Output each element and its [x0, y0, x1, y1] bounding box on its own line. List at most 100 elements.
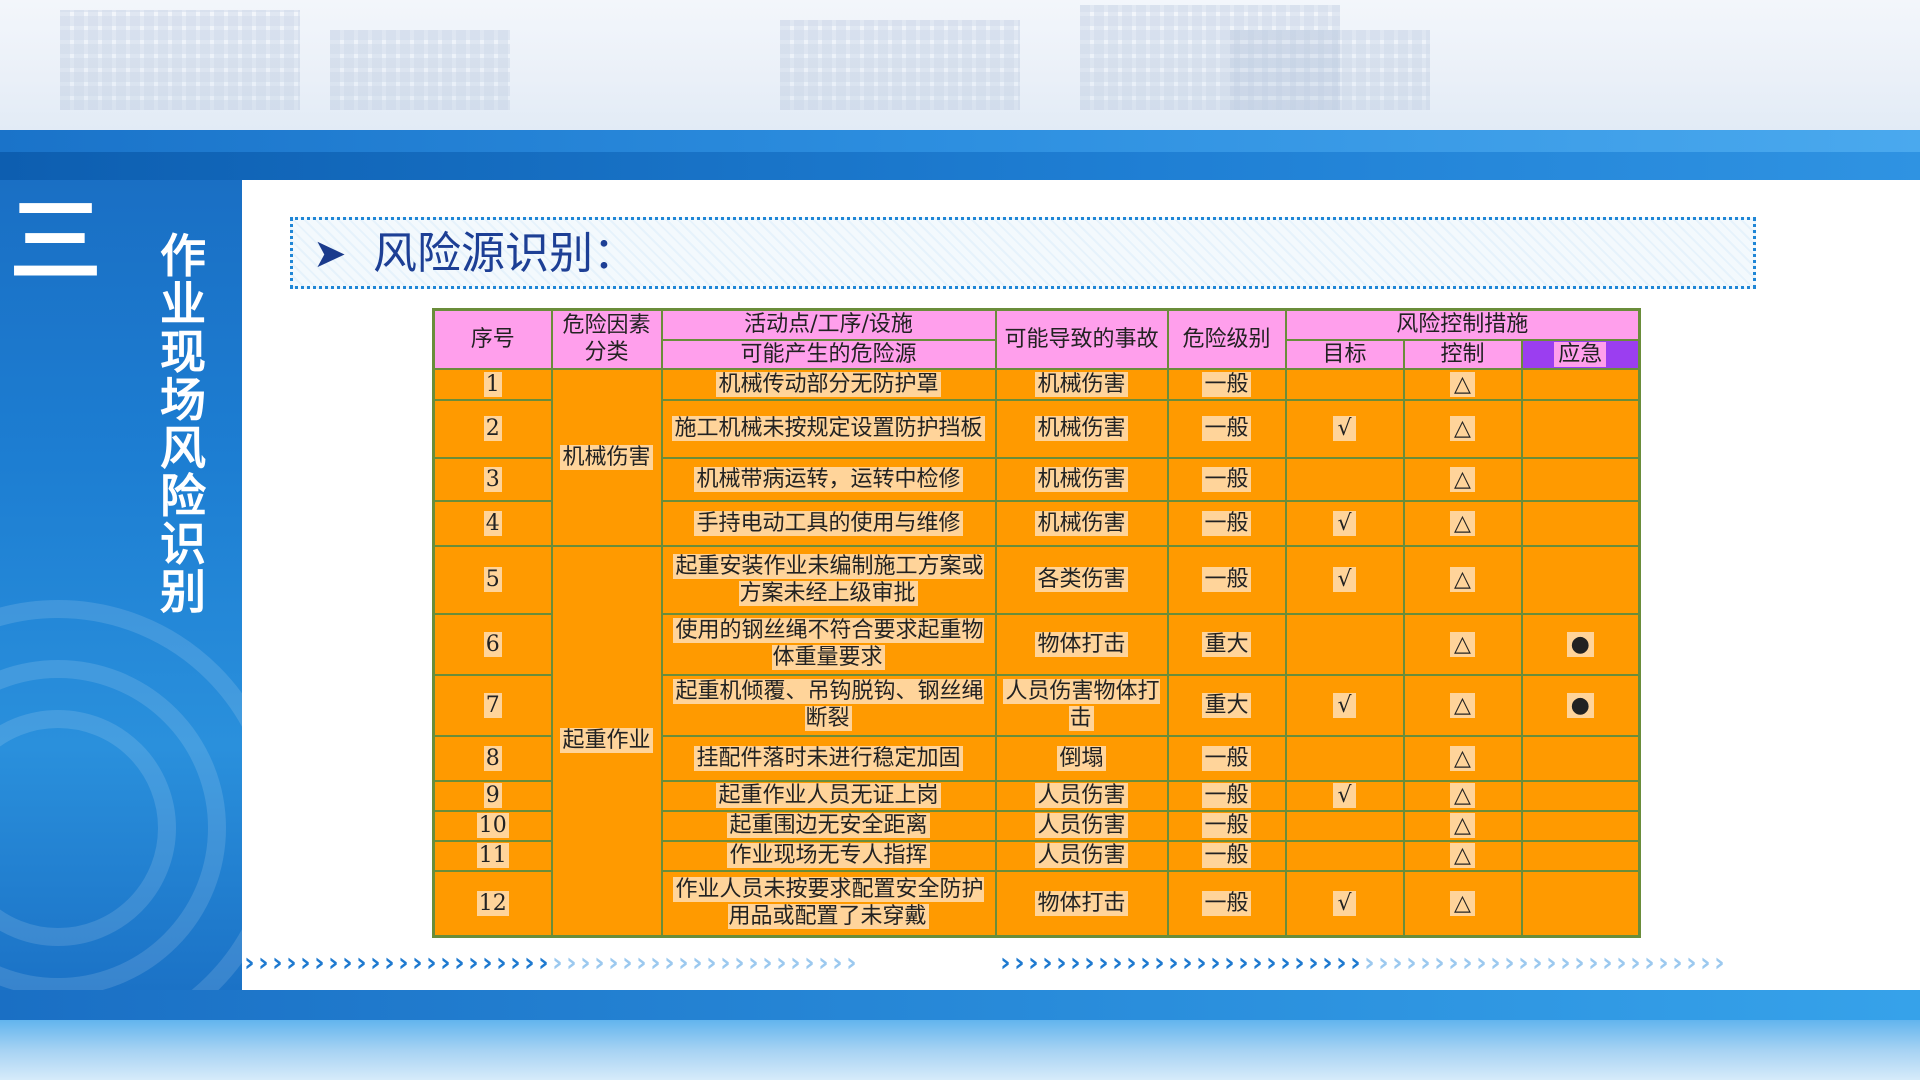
- table-row: 7 起重机倾覆、吊钩脱钩、钢丝绳断裂 人员伤害物体打击 重大 √ △ ●: [432, 673, 1641, 737]
- chevron-icon: ›: [1098, 948, 1109, 978]
- level-value: 一般: [1202, 371, 1251, 397]
- chevron-icon: ›: [1182, 948, 1193, 978]
- decorative-pixel-pattern: [330, 30, 510, 110]
- cell-seq: 6: [432, 612, 553, 676]
- cell-category-lifting: 起重作业: [550, 544, 663, 938]
- chevron-icon: ›: [1448, 948, 1459, 978]
- chevron-decoration: › › › › › › › › › › › › › › › › › › › › › › › › › › › › › › › › › › › › › › › ›…: [244, 950, 858, 978]
- cell-emergency: [1520, 779, 1641, 812]
- cell-hazard: 作业现场无专人指挥: [660, 839, 997, 872]
- cell-target: √: [1284, 673, 1405, 737]
- chevron-icon: ›: [804, 948, 815, 978]
- cell-target: [1284, 839, 1405, 872]
- cell-control: △: [1402, 499, 1523, 547]
- hazard-value: 起重机倾覆、吊钩脱钩、钢丝绳断裂: [673, 679, 984, 731]
- chevron-icon: ›: [1686, 948, 1697, 978]
- chevron-icon: ›: [1714, 948, 1725, 978]
- chevron-icon: ›: [1420, 948, 1431, 978]
- table-row: 10 起重围边无安全距离 人员伤害 一般 △: [432, 809, 1641, 842]
- header-category: 危险因素 分类: [550, 308, 663, 370]
- cell-target: √: [1284, 398, 1405, 459]
- accident-value: 人员伤害: [1035, 843, 1128, 868]
- seq-value: 9: [483, 783, 502, 808]
- cell-emergency: [1520, 869, 1641, 938]
- seq-value: 6: [483, 631, 502, 657]
- chevron-icon: ›: [482, 948, 493, 978]
- section-title: 作业现场风险识别: [160, 229, 206, 619]
- chevron-icon: ›: [776, 948, 787, 978]
- cell-target: √: [1284, 869, 1405, 938]
- chevron-icon: ›: [1126, 948, 1137, 978]
- cell-hazard: 起重安装作业未编制施工方案或方案未经上级审批: [660, 544, 997, 615]
- chevron-icon: ›: [1532, 948, 1543, 978]
- category-value: 机械伤害: [560, 444, 653, 470]
- table-row: 12 作业人员未按要求配置安全防护用品或配置了未穿戴 物体打击 一般 √ △: [432, 869, 1641, 938]
- cell-level: 一般: [1166, 839, 1287, 872]
- triangle-icon: △: [1450, 783, 1475, 808]
- triangle-icon: △: [1450, 813, 1475, 838]
- chevron-icon: ›: [1224, 948, 1235, 978]
- table-row: 5 起重作业 起重安装作业未编制施工方案或方案未经上级审批 各类伤害 一般 √ …: [432, 544, 1641, 938]
- seq-value: 5: [483, 567, 502, 592]
- table-row: 6 使用的钢丝绳不符合要求起重物体重量要求 物体打击 重大 △ ●: [432, 612, 1641, 676]
- bottom-band: [0, 1020, 1920, 1080]
- level-value: 一般: [1202, 813, 1251, 838]
- chevron-icon: ›: [1252, 948, 1263, 978]
- seq-value: 4: [483, 510, 502, 536]
- cell-control: △: [1402, 809, 1523, 842]
- risk-source-table: 序号 危险因素 分类 活动点/工序/设施 可能导致的事故 危险级别 风险控制措施 …: [432, 308, 1642, 938]
- table-row: 4 手持电动工具的使用与维修 机械伤害 一般 √ △: [432, 499, 1641, 547]
- chevron-icon: ›: [524, 948, 535, 978]
- chevron-icon: ›: [1462, 948, 1473, 978]
- seq-value: 10: [476, 813, 509, 838]
- cell-emergency: ●: [1520, 612, 1641, 676]
- chevron-icon: ›: [300, 948, 311, 978]
- cell-level: 一般: [1166, 734, 1287, 782]
- seq-value: 7: [483, 692, 502, 718]
- chevron-icon: ›: [1504, 948, 1515, 978]
- cell-level: 重大: [1166, 612, 1287, 676]
- triangle-icon: △: [1450, 631, 1475, 657]
- chevron-icon: ›: [538, 948, 549, 978]
- cell-hazard: 挂配件落时未进行稳定加固: [660, 734, 997, 782]
- cell-accident: 物体打击: [994, 869, 1169, 938]
- table-row: 3 机械带病运转，运转中检修 机械伤害 一般 △: [432, 456, 1641, 502]
- chevron-icon: ›: [384, 948, 395, 978]
- chevron-icon: ›: [1210, 948, 1221, 978]
- level-value: 一般: [1202, 416, 1251, 441]
- cell-level: 一般: [1166, 809, 1287, 842]
- cell-hazard: 施工机械未按规定设置防护挡板: [660, 398, 997, 459]
- triangle-icon: △: [1450, 567, 1475, 592]
- heading-box: ➤ 风险源识别：: [290, 217, 1756, 289]
- page-title: 风险源识别：: [373, 228, 637, 279]
- chevron-icon: ›: [580, 948, 591, 978]
- chevron-icon: ›: [552, 948, 563, 978]
- bottom-stripe: [0, 990, 1920, 1020]
- chevron-icon: ›: [328, 948, 339, 978]
- filled-circle-icon: ●: [1566, 631, 1594, 657]
- chevron-icon: ›: [1700, 948, 1711, 978]
- chevron-icon: ›: [678, 948, 689, 978]
- hazard-value: 起重作业人员无证上岗: [716, 783, 941, 808]
- cell-control: △: [1402, 544, 1523, 615]
- cell-hazard: 使用的钢丝绳不符合要求起重物体重量要求: [660, 612, 997, 676]
- chevron-icon: ›: [650, 948, 661, 978]
- chevron-icon: ›: [734, 948, 745, 978]
- check-icon: √: [1333, 692, 1356, 718]
- hazard-value: 挂配件落时未进行稳定加固: [694, 745, 963, 771]
- chevron-icon: ›: [1630, 948, 1641, 978]
- cell-seq: 1: [432, 367, 553, 401]
- chevron-icon: ›: [1546, 948, 1557, 978]
- hazard-value: 作业现场无专人指挥: [727, 843, 930, 868]
- header-seq: 序号: [432, 308, 553, 370]
- seq-value: 1: [483, 371, 502, 397]
- cell-accident: 机械伤害: [994, 499, 1169, 547]
- cell-level: 一般: [1166, 456, 1287, 502]
- cell-seq: 8: [432, 734, 553, 782]
- level-value: 一般: [1202, 567, 1251, 592]
- chevron-icon: ›: [426, 948, 437, 978]
- chevron-icon: ›: [1014, 948, 1025, 978]
- top-stripe: [0, 130, 1920, 152]
- chevron-icon: ›: [1140, 948, 1151, 978]
- check-icon: √: [1333, 783, 1356, 808]
